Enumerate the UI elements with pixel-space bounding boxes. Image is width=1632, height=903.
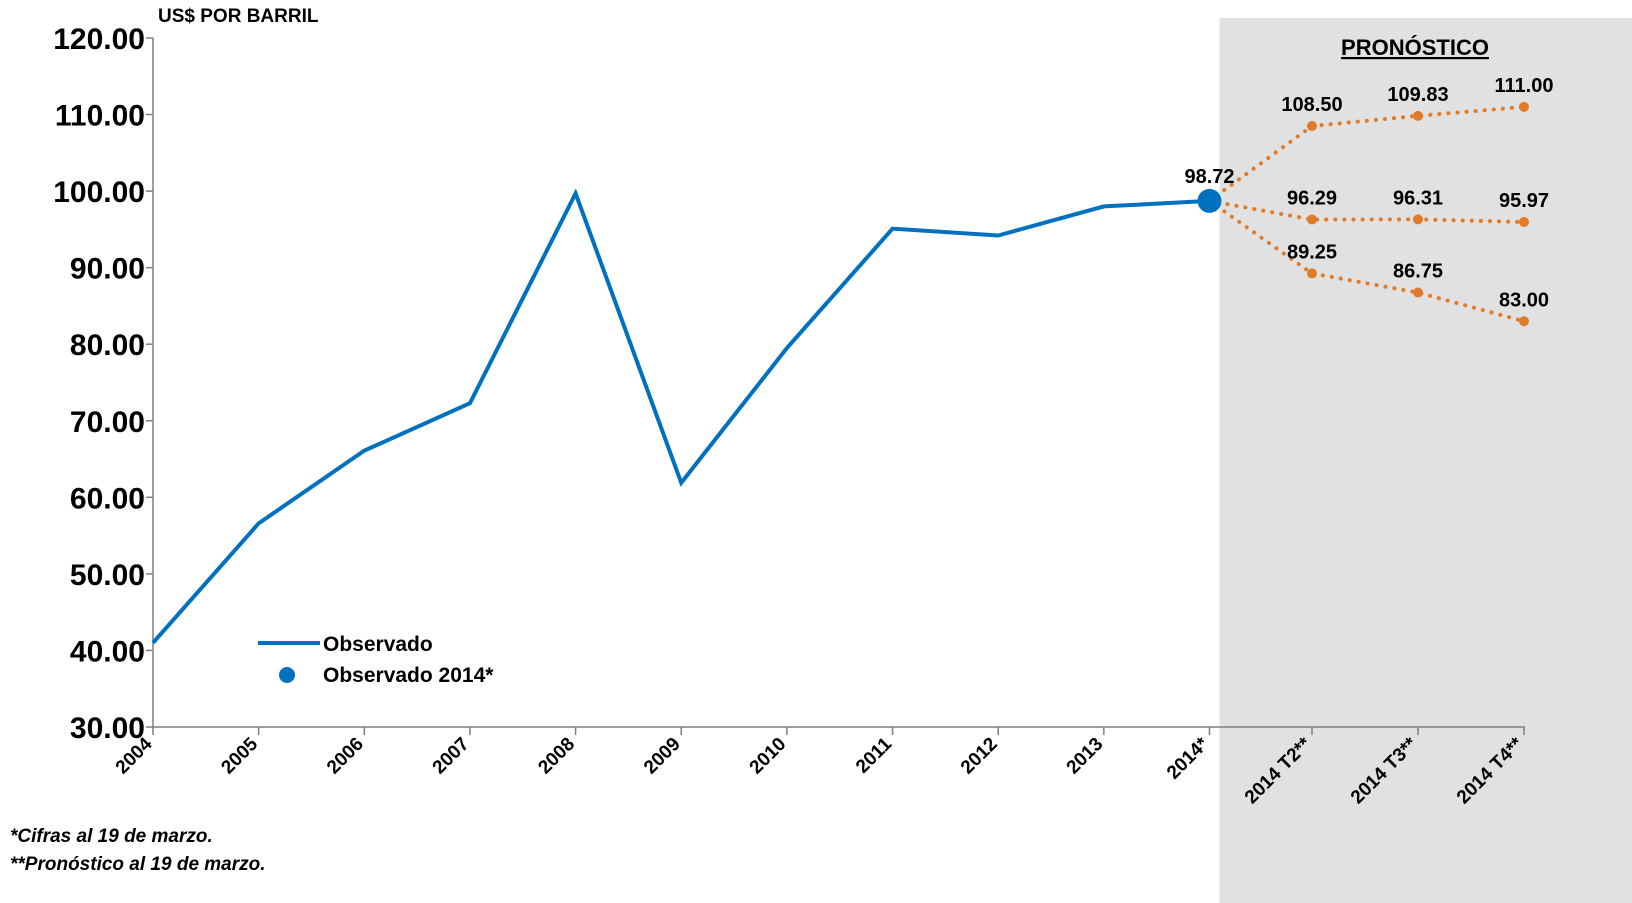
forecast-point [1307,121,1317,132]
y-tick-label: 80.00 [70,329,145,362]
forecast-title: PRONÓSTICO [1341,35,1489,60]
forecast-data-label: 108.50 [1281,94,1342,116]
forecast-point [1307,268,1317,279]
y-axis-label: US$ POR BARRIL [158,6,319,27]
observed-2014-label: 98.72 [1184,166,1234,188]
forecast-region [1219,18,1632,903]
y-tick-label: 100.00 [53,176,145,209]
forecast-data-label: 86.75 [1393,261,1443,283]
forecast-point [1519,216,1529,227]
forecast-line-4 [1207,198,1526,324]
x-tick-label: 2011 [852,733,896,777]
forecast-point [1413,110,1423,121]
forecast-data-label: 109.83 [1387,84,1448,106]
forecast-data-label: 111.00 [1495,75,1554,97]
forecast-data-label: 96.31 [1393,187,1443,209]
forecast-line-3 [1207,198,1526,224]
forecast-point [1307,214,1317,225]
y-tick-label: 30.00 [70,712,145,745]
footnote-2: **Pronóstico al 19 de marzo. [10,854,266,875]
y-tick-label: 70.00 [70,406,145,439]
forecast-point [1519,101,1529,112]
forecast-line-2 [1207,104,1526,203]
forecast-point [1413,287,1423,298]
y-tick-label: 120.00 [53,23,145,56]
x-tick-label: 2007 [429,734,474,779]
forecast-point [1413,214,1423,225]
observed-line [151,188,1210,645]
y-tick-label: 40.00 [70,635,145,668]
x-tick-label: 2013 [1063,734,1108,779]
forecast-data-label: 89.25 [1287,241,1337,263]
observed-2014-marker [1197,188,1222,213]
legend-dot-symbol [279,667,295,683]
footnote-1: *Cifras al 19 de marzo. [10,826,213,847]
x-tick-label: 2012 [957,734,1002,779]
x-tick-label: 2005 [217,733,262,778]
y-tick-label: 90.00 [70,253,145,286]
legend-label-observado-2014: Observado 2014* [323,664,494,687]
forecast-data-label: 95.97 [1499,190,1549,212]
y-tick-label: 60.00 [70,482,145,515]
forecast-data-label: 96.29 [1287,188,1337,210]
forecast-data-label: 83.00 [1499,289,1549,311]
x-tick-label: 2009 [640,734,685,779]
x-tick-label: 2008 [534,734,579,779]
y-tick-label: 110.00 [55,100,145,133]
x-tick-label: 2010 [746,734,791,779]
x-tick-label: 2006 [323,734,368,779]
x-tick-label: 2014* [1163,733,1213,783]
legend-label-observado: Observado [323,633,433,656]
forecast-point [1519,316,1529,327]
y-tick-label: 50.00 [70,559,145,592]
